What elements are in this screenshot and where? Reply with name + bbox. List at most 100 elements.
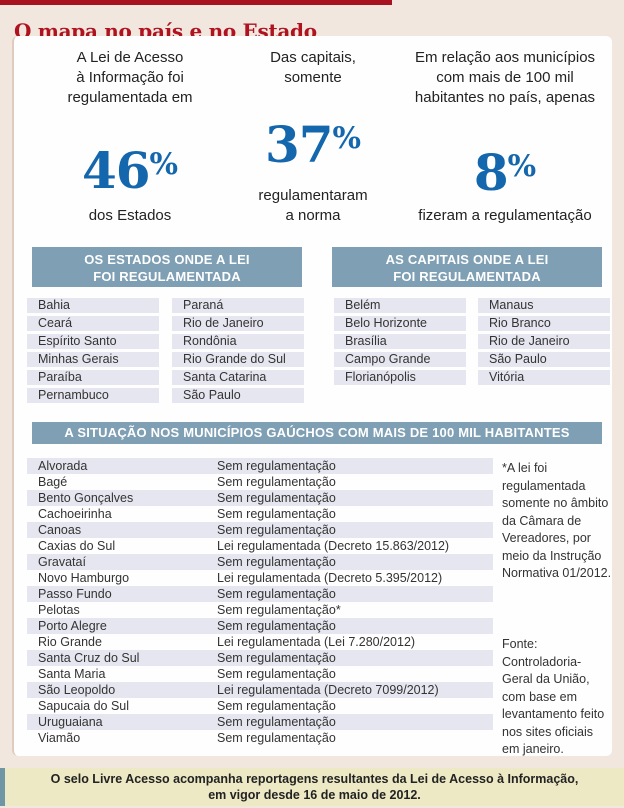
municipality-name: Alvorada <box>38 459 88 473</box>
regulation-status: Sem regulamentação <box>217 731 336 745</box>
capital-list-item: Brasília <box>334 334 466 349</box>
table-row: Pelotas Sem regulamentação* <box>27 602 493 618</box>
regulation-status: Lei regulamentada (Decreto 7099/2012) <box>217 683 439 697</box>
stat-capitals-intro: Das capitais, somente <box>270 49 356 86</box>
state-list-item: Rio de Janeiro <box>172 316 304 331</box>
municipality-name: Porto Alegre <box>38 619 107 633</box>
state-list-item: Rondônia <box>172 334 304 349</box>
table-row: Viamão Sem regulamentação <box>27 730 493 746</box>
table-row: Santa Cruz do Sul Sem regulamentação <box>27 650 493 666</box>
table-row: Cachoeirinha Sem regulamentação <box>27 506 493 522</box>
capital-list-item: Campo Grande <box>334 352 466 367</box>
table-row: Santa Maria Sem regulamentação <box>27 666 493 682</box>
table-row: Rio Grande Lei regulamentada (Lei 7.280/… <box>27 634 493 650</box>
capital-list-item: Rio de Janeiro <box>478 334 610 349</box>
municipality-name: Pelotas <box>38 603 80 617</box>
state-list-item: Espírito Santo <box>27 334 159 349</box>
percent-sign: % <box>149 147 179 182</box>
municipality-name: Passo Fundo <box>38 587 112 601</box>
capitals-section-header: AS CAPITAIS ONDE A LEI FOI REGULAMENTADA <box>332 247 602 287</box>
table-row: Canoas Sem regulamentação <box>27 522 493 538</box>
regulation-status: Lei regulamentada (Decreto 15.863/2012) <box>217 539 450 553</box>
municipality-name: Bento Gonçalves <box>38 491 134 505</box>
stat-municipalities-caption: fizeram a regulamentação <box>418 207 592 224</box>
regulation-status: Sem regulamentação <box>217 475 336 489</box>
regulation-status: Sem regulamentação <box>217 459 336 473</box>
infographic-panel: A Lei de Acesso à Informação foi regulam… <box>12 36 612 756</box>
table-row: Alvorada Sem regulamentação <box>27 458 493 474</box>
states-section-header: OS ESTADOS ONDE A LEI FOI REGULAMENTADA <box>32 247 302 287</box>
municipality-name: Gravataí <box>38 555 86 569</box>
table-row: Porto Alegre Sem regulamentação <box>27 618 493 634</box>
municipality-name: Santa Maria <box>38 667 106 681</box>
regulation-status: Sem regulamentação <box>217 619 336 633</box>
municipality-name: Novo Hamburgo <box>38 571 130 585</box>
state-list-item: Paraíba <box>27 370 159 385</box>
regulation-status: Sem regulamentação <box>217 715 336 729</box>
capital-list-item: Florianópolis <box>334 370 466 385</box>
capitals-list-col2: Manaus Rio Branco Rio de Janeiro São Paulo V… <box>478 298 610 388</box>
municipalities-table: Alvorada Sem regulamentação Bagé Sem reg… <box>27 458 493 746</box>
regulation-status: Sem regulamentação <box>217 699 336 713</box>
municipalities-section-header: A SITUAÇÃO NOS MUNICÍPIOS GAÚCHOS COM MA… <box>32 422 602 444</box>
capital-list-item: Rio Branco <box>478 316 610 331</box>
states-list-col2: Paraná Rio de Janeiro Rondônia Rio Grande d… <box>172 298 304 406</box>
municipality-name: Santa Cruz do Sul <box>38 651 140 665</box>
table-row: Passo Fundo Sem regulamentação <box>27 586 493 602</box>
stat-states-caption: dos Estados <box>88 207 172 224</box>
table-row: Caxias do Sul Lei regulamentada (Decreto… <box>27 538 493 554</box>
table-row: Sapucaia do Sul Sem regulamentação <box>27 698 493 714</box>
capital-list-item: São Paulo <box>478 352 610 367</box>
stat-capitals-caption: regulamentaram a norma <box>258 187 368 224</box>
municipality-name: Bagé <box>38 475 68 489</box>
regulation-status: Sem regulamentação <box>217 651 336 665</box>
capital-list-item: Belém <box>334 298 466 313</box>
regulation-status: Lei regulamentada (Lei 7.280/2012) <box>217 635 416 649</box>
table-row: Uruguaiana Sem regulamentação <box>27 714 493 730</box>
regulation-status: Sem regulamentação <box>217 555 336 569</box>
stat-states: A Lei de Acesso à Informação foi regulam… <box>28 48 232 258</box>
states-list-col1: Bahia Ceará Espírito Santo Minhas Gerais Par… <box>27 298 159 406</box>
regulation-status: Sem regulamentação <box>217 523 336 537</box>
municipality-name: São Leopoldo <box>38 683 116 697</box>
table-row: Bento Gonçalves Sem regulamentação <box>27 490 493 506</box>
regulation-status: Sem regulamentação <box>217 491 336 505</box>
footer-bar: O selo Livre Acesso acompanha reportagen… <box>0 768 624 806</box>
stat-municipalities-intro: Em relação aos municípios com mais de 10… <box>414 49 596 106</box>
municipality-name: Caxias do Sul <box>38 539 116 553</box>
table-row: Bagé Sem regulamentação <box>27 474 493 490</box>
regulation-status: Lei regulamentada (Decreto 5.395/2012) <box>217 571 443 585</box>
stat-municipalities-number: 8 <box>473 143 509 202</box>
municipality-name: Cachoeirinha <box>38 507 112 521</box>
stat-capitals-value: 37% <box>220 114 406 170</box>
state-list-item: Paraná <box>172 298 304 313</box>
capital-list-item: Vitória <box>478 370 610 385</box>
percent-sign: % <box>507 149 537 184</box>
municipality-name: Canoas <box>38 523 82 537</box>
capital-list-item: Manaus <box>478 298 610 313</box>
municipality-name: Uruguaiana <box>38 715 103 729</box>
regulation-status: Sem regulamentação <box>217 507 336 521</box>
state-list-item: Ceará <box>27 316 159 331</box>
capital-list-item: Belo Horizonte <box>334 316 466 331</box>
capitals-list-col1: Belém Belo Horizonte Brasília Campo Grande F… <box>334 298 466 388</box>
table-row: Novo Hamburgo Lei regulamentada (Decreto… <box>27 570 493 586</box>
state-list-item: Rio Grande do Sul <box>172 352 304 367</box>
footnote: *A lei foi regulamentada somente no âmbi… <box>502 461 612 580</box>
state-list-item: Pernambuco <box>27 388 159 403</box>
state-list-item: Bahia <box>27 298 159 313</box>
state-list-item: Minhas Gerais <box>27 352 159 367</box>
top-red-strip <box>0 0 392 5</box>
municipality-name: Rio Grande <box>38 635 102 649</box>
percent-sign: % <box>332 121 362 156</box>
table-row: São Leopoldo Lei regulamentada (Decreto … <box>27 682 493 698</box>
stat-states-number: 46 <box>81 141 151 200</box>
footer-text: O selo Livre Acesso acompanha reportagen… <box>50 772 579 802</box>
state-list-item: Santa Catarina <box>172 370 304 385</box>
source-note: Fonte: Controladoria- Geral da União, co… <box>502 637 605 756</box>
stat-municipalities-value: 8% <box>400 142 610 198</box>
stat-capitals: Das capitais, somente 37% regulamentaram… <box>220 48 406 258</box>
stat-capitals-number: 37 <box>264 115 334 174</box>
municipality-name: Sapucaia do Sul <box>38 699 130 713</box>
regulation-status: Sem regulamentação <box>217 587 336 601</box>
